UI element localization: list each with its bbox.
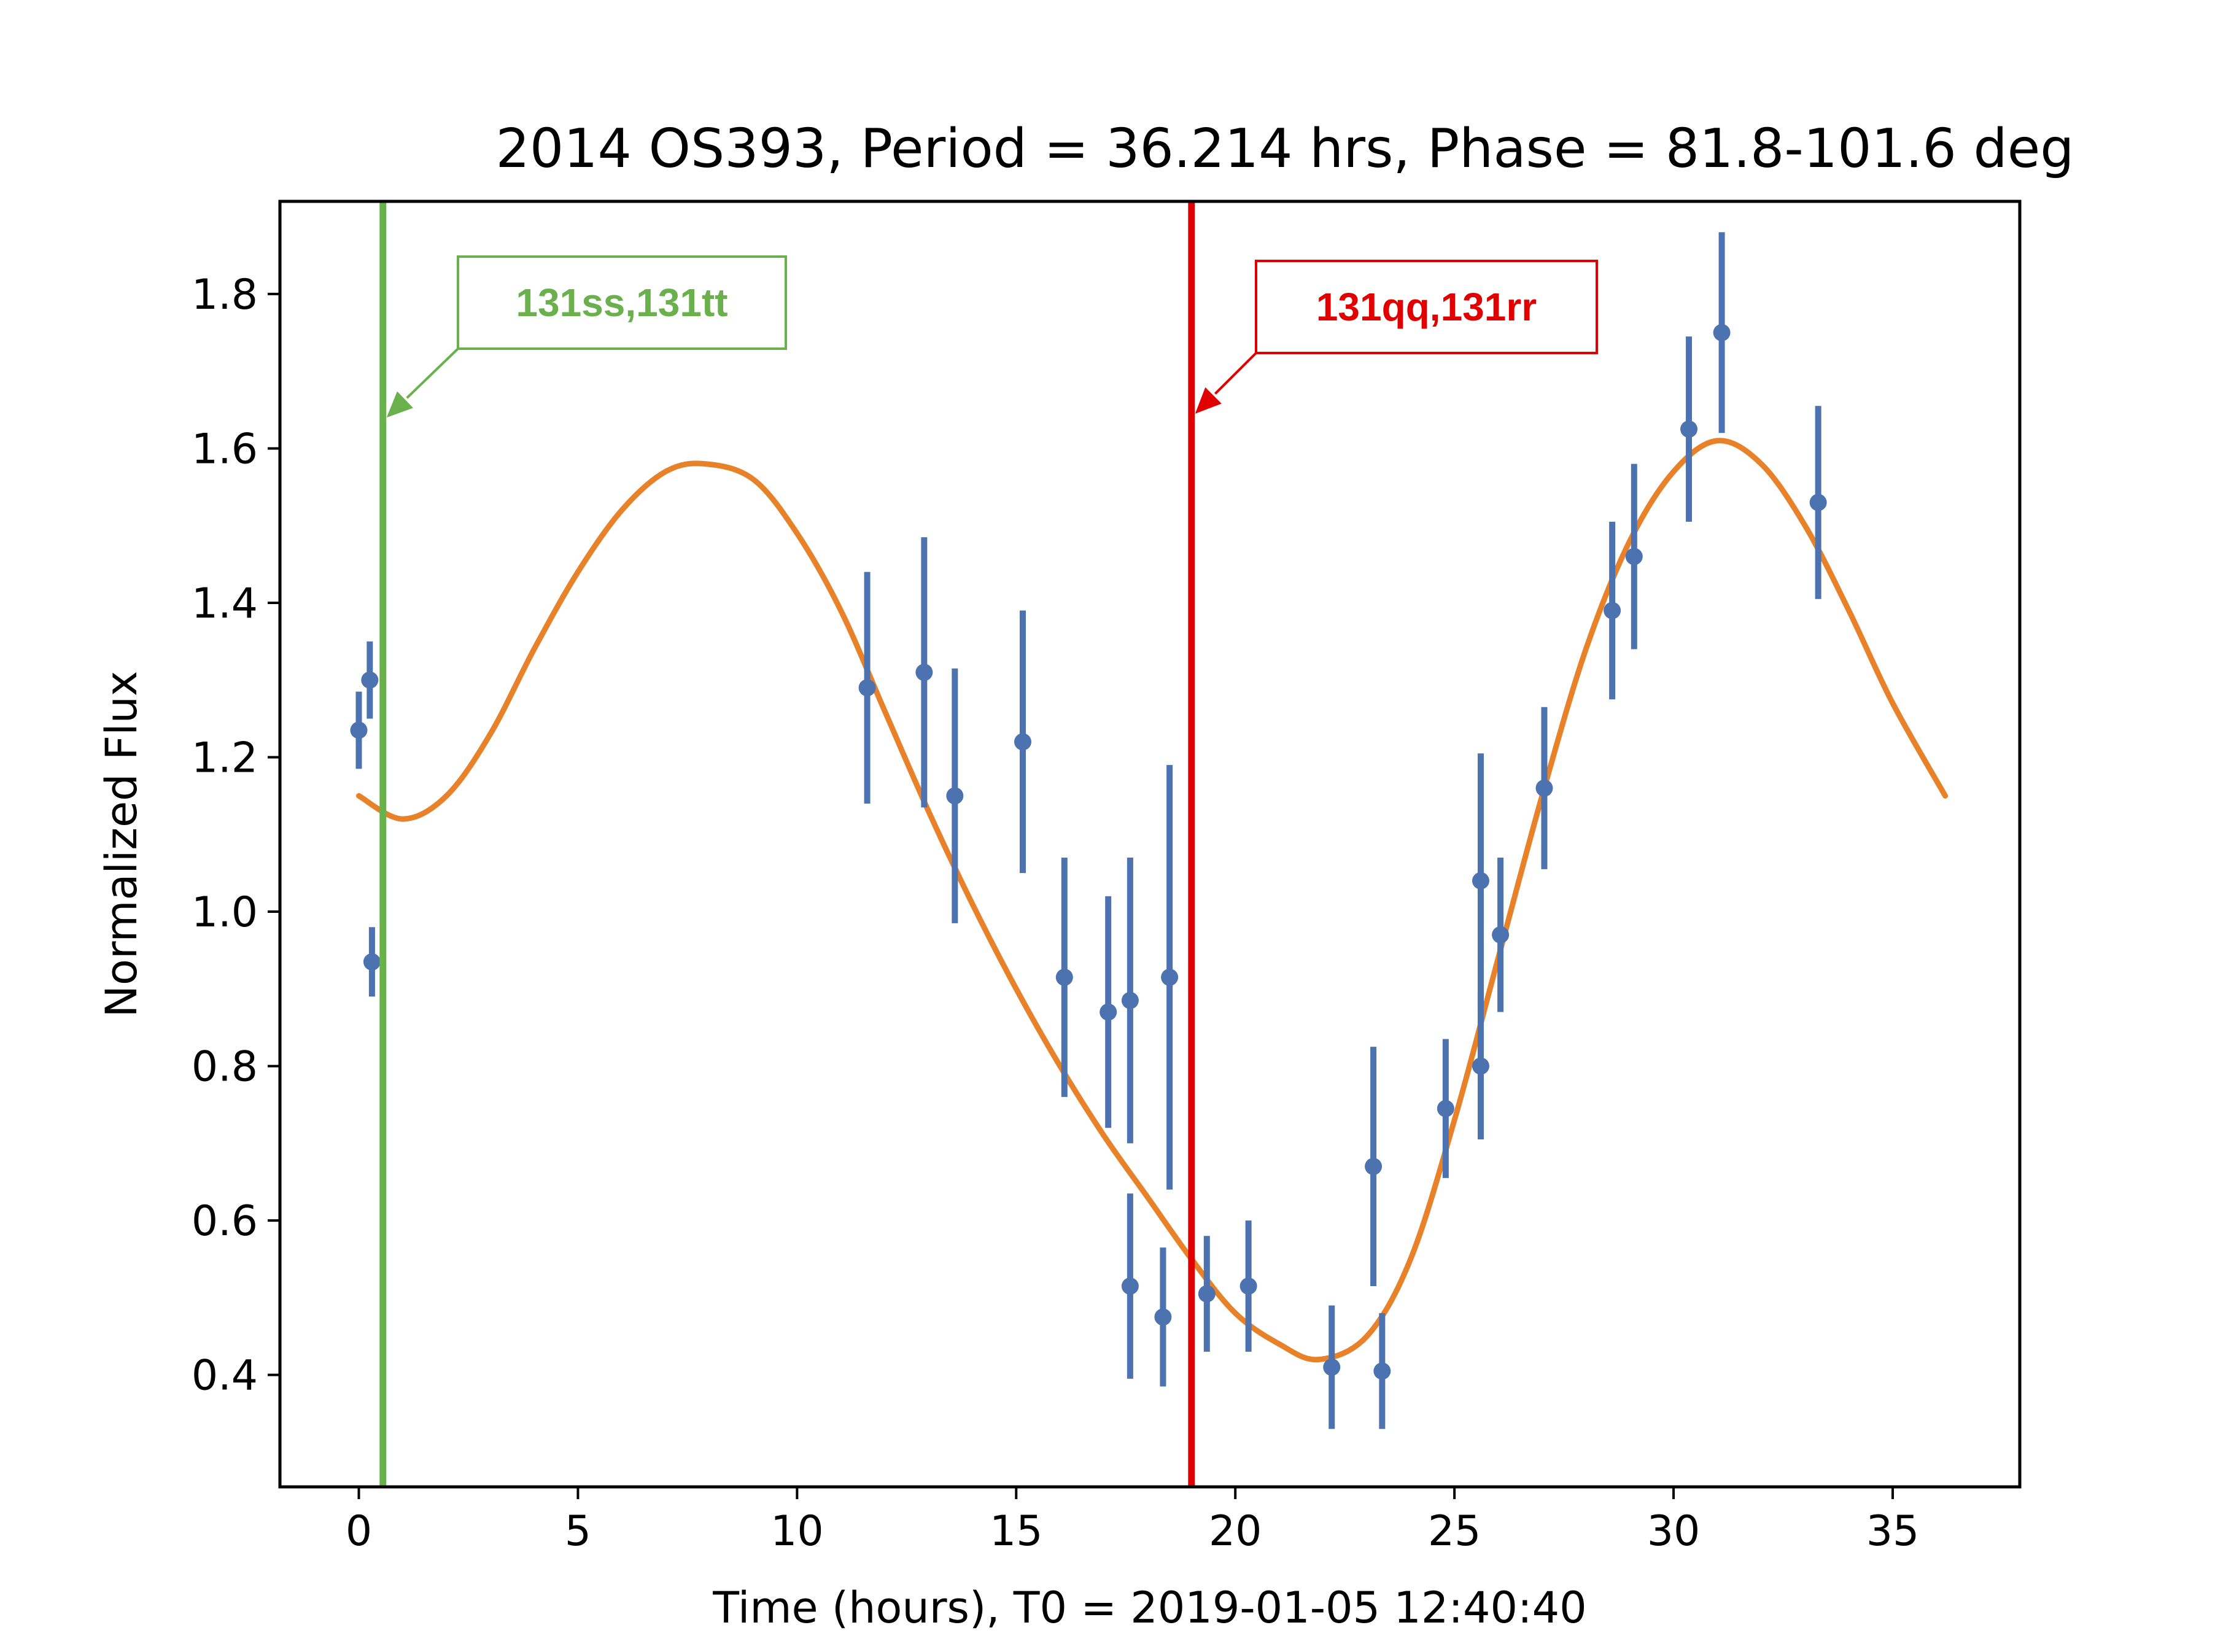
- data-point: [350, 721, 368, 739]
- data-point: [1535, 779, 1553, 797]
- y-tick-label: 0.8: [192, 1043, 258, 1092]
- y-tick-label: 1.4: [192, 580, 258, 628]
- x-tick-label: 20: [1209, 1507, 1262, 1556]
- callouts: 131ss,131tt 131qq,131rr: [386, 255, 1598, 418]
- y-axis: 0.4 0.6 0.8 1.0 1.2 1.4 1.6 1.8: [192, 271, 280, 1400]
- y-axis-label: Normalized Flux: [96, 671, 147, 1018]
- data-point: [1100, 1003, 1117, 1021]
- data-point: [363, 953, 381, 971]
- data-point: [946, 787, 964, 805]
- x-tick-label: 25: [1428, 1507, 1481, 1556]
- red-marker-arrowhead: [1195, 387, 1222, 414]
- data-point: [361, 671, 379, 689]
- x-axis-label: Time (hours), T0 = 2019-01-05 12:40:40: [712, 1583, 1586, 1633]
- data-point: [1373, 1362, 1391, 1380]
- data-point: [1198, 1285, 1216, 1303]
- data-point: [1492, 926, 1510, 944]
- x-axis: 0 5 10 15 20 25 30 35: [346, 1487, 1919, 1556]
- y-tick-label: 1.8: [192, 271, 258, 319]
- green-marker-arrow: [406, 347, 459, 399]
- y-tick-label: 0.4: [192, 1352, 258, 1400]
- data-point: [1472, 1057, 1489, 1075]
- data-point: [1055, 968, 1073, 986]
- data-point: [1154, 1308, 1172, 1326]
- x-tick-label: 30: [1647, 1507, 1701, 1556]
- axes-frame: [278, 200, 2022, 1489]
- red-marker-callout-box: [1255, 260, 1598, 354]
- fit-curve: [356, 438, 1949, 1363]
- data-point: [1437, 1099, 1454, 1117]
- data-point: [1625, 548, 1643, 565]
- x-tick-label: 5: [565, 1507, 591, 1556]
- chart-title: 2014 OS393, Period = 36.214 hrs, Phase =…: [495, 117, 2074, 180]
- data-point: [1121, 1278, 1139, 1295]
- x-tick-label: 0: [346, 1507, 372, 1556]
- data-point: [1161, 968, 1179, 986]
- data-point: [915, 664, 933, 681]
- y-tick-label: 1.6: [192, 425, 258, 473]
- x-tick-label: 10: [770, 1507, 824, 1556]
- green-marker-callout-label: 131ss,131tt: [516, 281, 727, 325]
- data-point: [1121, 991, 1139, 1009]
- data-point: [858, 679, 876, 697]
- data-point: [1809, 494, 1827, 511]
- red-marker-callout-label: 131qq,131rr: [1316, 285, 1537, 329]
- green-marker-callout-box: [457, 255, 787, 350]
- plot-area: [350, 201, 1949, 1487]
- data-point: [1014, 733, 1031, 751]
- data-point: [1680, 421, 1698, 438]
- data-point: [1239, 1278, 1257, 1295]
- data-point: [1472, 872, 1489, 890]
- x-tick-label: 15: [990, 1507, 1043, 1556]
- green-marker-arrowhead: [386, 391, 414, 418]
- data-point: [1323, 1359, 1341, 1376]
- x-tick-label: 35: [1866, 1507, 1920, 1556]
- data-point: [1365, 1158, 1383, 1176]
- red-marker-arrow: [1214, 352, 1257, 395]
- y-tick-label: 1.0: [192, 888, 258, 937]
- data-point: [1604, 602, 1621, 619]
- data-point: [1713, 324, 1731, 341]
- y-tick-label: 1.2: [192, 734, 258, 783]
- y-tick-label: 0.6: [192, 1197, 258, 1246]
